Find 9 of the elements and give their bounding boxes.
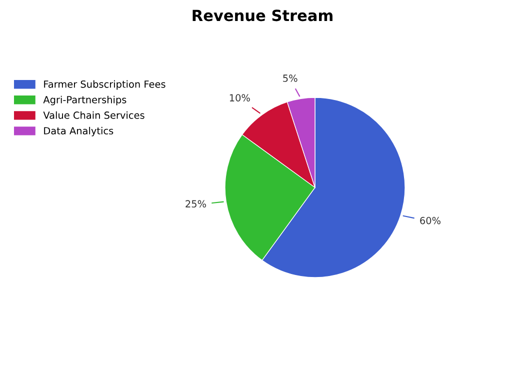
legend-label: Data Analytics: [44, 126, 114, 136]
data-label: 5%: [283, 74, 298, 82]
data-label: 10%: [230, 94, 250, 102]
legend-label: Farmer Subscription Fees: [44, 80, 166, 90]
legend-label: Value Chain Services: [43, 111, 144, 119]
legend-label: Agri-Partnerships: [43, 96, 126, 106]
data-label: 60%: [420, 216, 440, 224]
chart-title: Revenue Stream: [192, 10, 332, 22]
data-label: 25%: [186, 200, 206, 208]
